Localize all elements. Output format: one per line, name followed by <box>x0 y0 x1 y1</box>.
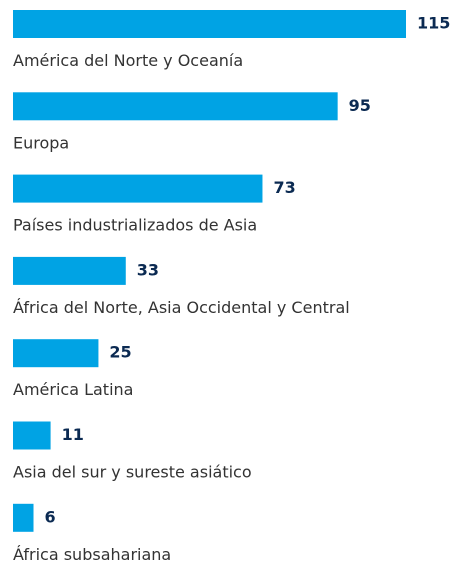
bar <box>13 339 99 368</box>
value-label: 115 <box>417 14 450 33</box>
value-label: 11 <box>62 425 84 444</box>
category-label: América del Norte y Oceanía <box>13 51 243 70</box>
category-label: Asia del sur y sureste asiático <box>13 463 252 482</box>
category-label: África subsahariana <box>13 545 171 563</box>
bar <box>13 421 51 450</box>
category-label: Países industrializados de Asia <box>13 216 257 235</box>
category-label: América Latina <box>13 380 133 399</box>
bar <box>13 503 34 532</box>
bar <box>13 10 406 38</box>
value-label: 6 <box>45 507 56 526</box>
value-label: 25 <box>109 343 131 362</box>
bar <box>13 174 263 203</box>
value-label: 95 <box>349 96 371 115</box>
value-label: 33 <box>137 260 159 279</box>
bar <box>13 92 338 121</box>
category-label: Europa <box>13 133 69 152</box>
bar <box>13 256 126 285</box>
category-label: África del Norte, Asia Occidental y Cent… <box>13 298 350 317</box>
value-label: 73 <box>273 178 295 197</box>
